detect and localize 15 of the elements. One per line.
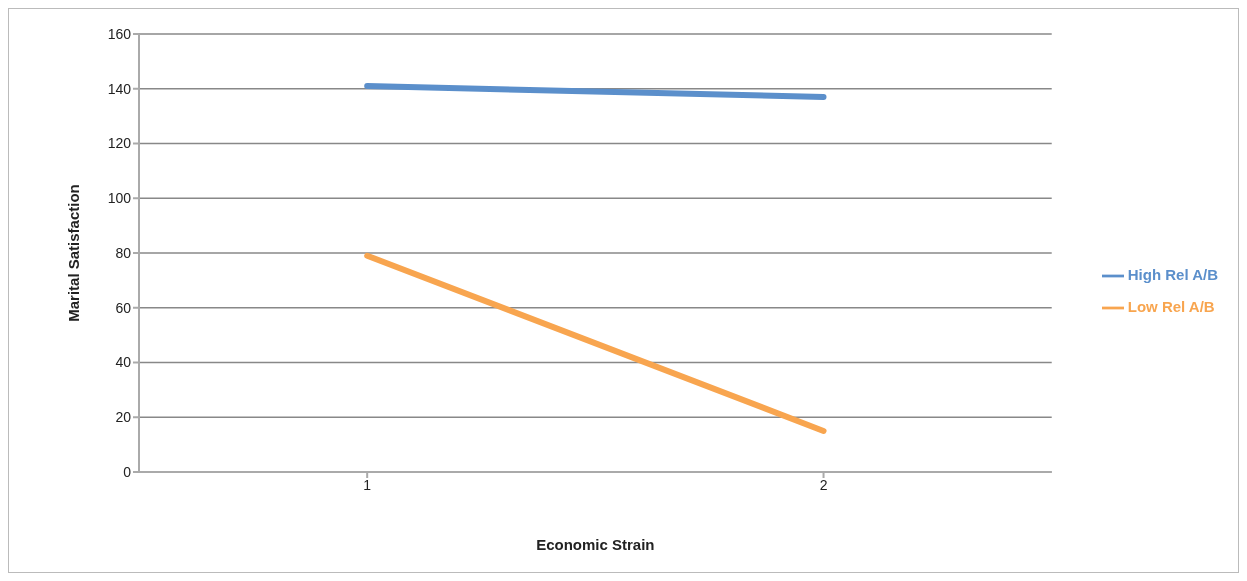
y-tick-label: 80 xyxy=(115,244,132,261)
y-tick-label: 160 xyxy=(107,25,132,42)
y-tick-label: 120 xyxy=(107,135,132,152)
legend-label: Low Rel A/B xyxy=(1127,297,1215,315)
legend-label: High Rel A/B xyxy=(1127,265,1218,283)
x-tick-label: 2 xyxy=(819,476,828,493)
y-tick-label: 0 xyxy=(123,463,132,480)
y-tick-label: 140 xyxy=(107,80,132,97)
y-axis-title: Marital Satisfaction xyxy=(65,184,83,322)
y-tick-label: 100 xyxy=(107,190,132,207)
y-tick-label: 20 xyxy=(115,409,132,426)
x-axis-title: Economic Strain xyxy=(536,536,655,553)
x-tick-label: 1 xyxy=(363,476,372,493)
y-tick-label: 60 xyxy=(115,299,132,316)
y-tick-label: 40 xyxy=(115,354,132,371)
